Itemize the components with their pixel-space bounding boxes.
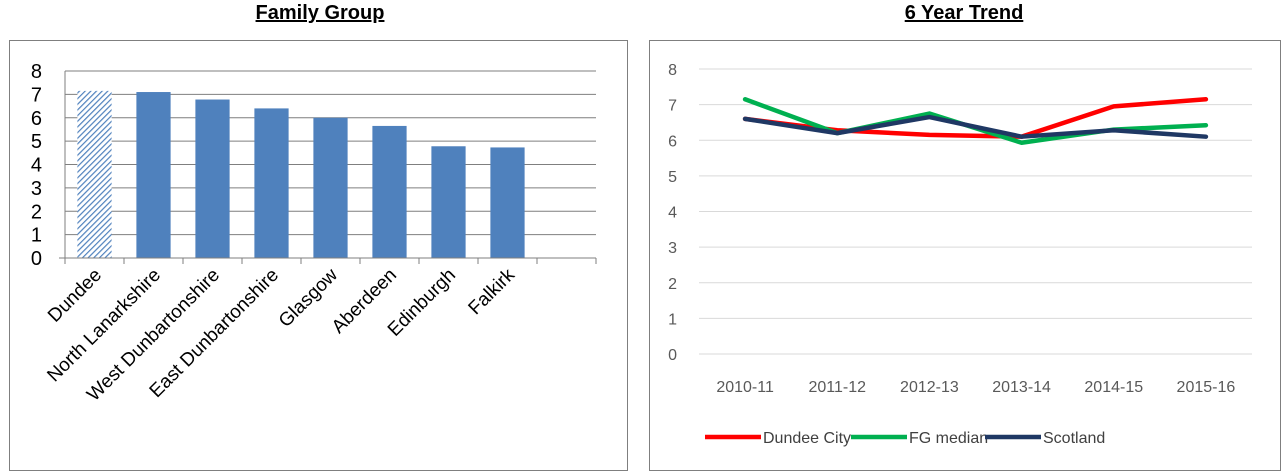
bar-falkirk (490, 147, 525, 258)
bar-east-dunbartonshire (254, 108, 289, 259)
line-y-tick-label: 4 (668, 205, 677, 222)
legend-label: Dundee City (763, 430, 851, 447)
line-x-tick-label: 2010-11 (716, 379, 774, 396)
bar-y-tick-label: 5 (31, 131, 42, 153)
line-chart-title: 6 Year Trend (904, 2, 1024, 24)
bar-y-tick-label: 2 (31, 201, 42, 223)
line-y-tick-label: 2 (668, 276, 677, 293)
bar-y-tick-label: 8 (31, 61, 42, 83)
bar-y-tick-label: 6 (31, 108, 42, 130)
line-y-tick-label: 1 (668, 311, 677, 328)
line-y-tick-label: 6 (668, 133, 677, 150)
legend-item-dundee-city: Dundee City (705, 430, 851, 447)
line-chart-frame (649, 40, 1281, 471)
line-x-tick-label: 2012-13 (900, 379, 959, 396)
bar-west-dunbartonshire (195, 99, 230, 258)
bar-y-tick-label: 7 (31, 84, 42, 106)
bar-y-tick-label: 0 (31, 248, 42, 270)
legend-label: Scotland (1043, 430, 1105, 447)
legend-item-scotland: Scotland (985, 430, 1105, 447)
line-x-tick-label: 2014-15 (1084, 379, 1143, 396)
series-line-scotland (742, 114, 1209, 139)
bar-glasgow (313, 117, 348, 258)
line-y-tick-label: 8 (668, 62, 677, 79)
line-x-tick-label: 2015-16 (1177, 379, 1236, 396)
bar-y-tick-label: 3 (31, 178, 42, 200)
line-x-tick-label: 2011-12 (808, 379, 866, 396)
bar-dundee (77, 90, 112, 259)
bar-y-tick-label: 4 (31, 155, 42, 177)
bar-chart-title: Family Group (255, 2, 385, 24)
line-y-tick-label: 3 (668, 240, 677, 257)
line-x-tick-label: 2013-14 (992, 379, 1051, 396)
legend-item-fg-median: FG median (851, 430, 988, 447)
bar-north-lanarkshire (136, 92, 171, 258)
bar-aberdeen (372, 125, 407, 259)
bar-y-tick-label: 1 (31, 225, 42, 247)
line-y-tick-label: 0 (668, 347, 677, 364)
legend-label: FG median (909, 430, 988, 447)
line-y-tick-label: 7 (668, 98, 677, 115)
line-y-tick-label: 5 (668, 169, 677, 186)
bar-edinburgh (431, 146, 466, 258)
